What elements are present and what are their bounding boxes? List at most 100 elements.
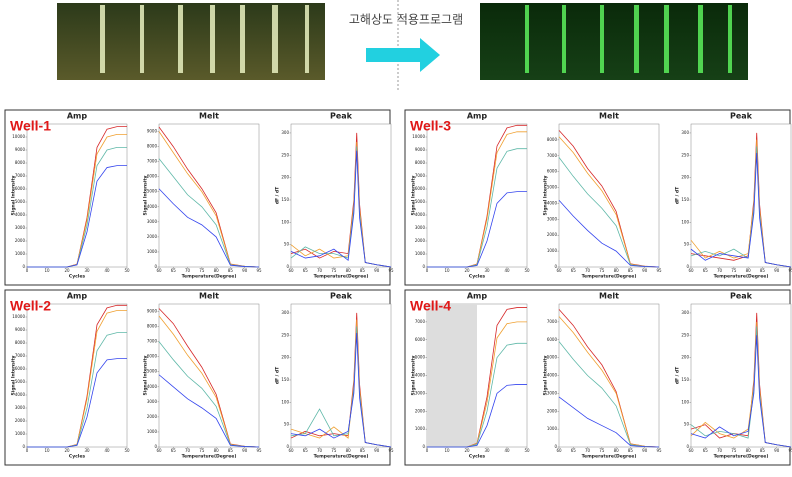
y-tick-label: 9000 [415,147,426,152]
x-tick-label: 95 [656,448,662,453]
x-tick-label: 65 [303,268,309,273]
y-tick-label: 6000 [147,174,158,179]
chart-title: Peak [330,112,353,121]
x-tick-label: 95 [788,448,792,453]
y-tick-label: 6000 [147,354,158,359]
x-tick-label: 0 [26,268,29,273]
y-axis-label: Signal Intensity [143,355,149,395]
well-label: Well-2 [10,298,51,314]
y-tick-label: 5000 [547,355,558,360]
y-tick-label: 6000 [547,337,558,342]
x-tick-label: 80 [214,448,220,453]
x-tick-label: 75 [199,448,205,453]
caption: 고해상도 적용프로그램 [349,13,463,27]
y-tick-label: 7000 [415,319,426,324]
y-tick-label: 50 [684,422,690,427]
y-axis-label: Signal Intensity [411,175,417,215]
x-tick-label: 80 [346,448,352,453]
y-tick-label: 9000 [147,309,158,314]
y-tick-label: 8000 [547,137,558,142]
y-tick-label: 4000 [147,204,158,209]
y-tick-label: 4000 [547,373,558,378]
y-tick-label: 300 [281,130,289,135]
x-axis-label: Temperature(Degree) [714,454,769,460]
x-axis-label: Cycles [469,454,485,460]
curve [690,153,792,268]
x-tick-label: 30 [84,268,90,273]
x-tick-label: 95 [788,268,792,273]
x-tick-label: 90 [242,448,248,453]
plot-area [290,123,392,268]
y-tick-label: 250 [681,152,689,157]
y-tick-label: 150 [681,197,689,202]
y-tick-label: 10000 [12,134,25,139]
y-tick-label: 0 [422,264,425,269]
x-tick-label: 80 [746,268,752,273]
y-tick-label: 300 [681,310,689,315]
x-tick-label: 10 [44,268,50,273]
y-tick-label: 4000 [415,212,426,217]
chart-title: Peak [730,112,753,121]
y-tick-label: 8000 [147,324,158,329]
x-axis-label: Temperature(Degree) [314,274,369,280]
y-tick-label: 2000 [147,414,158,419]
curve [558,396,660,448]
curve [158,374,260,448]
x-tick-label: 50 [124,448,130,453]
x-tick-label: 40 [504,268,510,273]
arrow [366,38,440,72]
x-tick-label: 80 [614,268,620,273]
y-tick-label: 250 [281,152,289,157]
y-tick-label: 7000 [15,353,26,358]
y-tick-label: 2000 [415,238,426,243]
y-tick-label: 150 [281,197,289,202]
y-tick-label: 5000 [15,199,26,204]
x-tick-label: 60 [288,268,294,273]
x-tick-label: 75 [331,268,337,273]
y-tick-label: 6000 [15,186,26,191]
plot-area [558,123,660,268]
y-tick-label: 6000 [547,169,558,174]
curve [427,191,527,268]
y-axis-label: dF / dT [675,366,681,384]
x-axis-label: Cycles [69,274,85,280]
x-tick-label: 60 [156,448,162,453]
y-tick-label: 200 [681,355,689,360]
x-tick-label: 70 [185,268,191,273]
y-tick-label: 5000 [415,355,426,360]
x-axis-label: Cycles [69,454,85,460]
y-tick-label: 50 [284,422,290,427]
y-tick-label: 4000 [15,392,26,397]
x-tick-label: 75 [599,448,605,453]
y-tick-label: 1000 [547,426,558,431]
x-tick-label: 0 [426,268,429,273]
y-tick-label: 50 [684,242,690,247]
x-tick-label: 30 [484,268,490,273]
y-tick-label: 0 [22,264,25,269]
plot-area [558,303,660,448]
y-tick-label: 300 [281,310,289,315]
x-axis-label: Temperature(Degree) [314,454,369,460]
y-tick-label: 250 [681,332,689,337]
well-label: Well-3 [410,118,451,134]
x-tick-label: 70 [585,448,591,453]
plot-area [690,123,792,268]
x-tick-label: 20 [64,448,70,453]
y-tick-label: 0 [554,444,557,449]
y-tick-label: 0 [422,444,425,449]
x-tick-label: 70 [585,268,591,273]
y-tick-label: 50 [284,242,290,247]
y-tick-label: 1000 [147,429,158,434]
y-tick-label: 3000 [547,216,558,221]
x-tick-label: 90 [774,448,780,453]
y-tick-label: 5000 [547,185,558,190]
y-tick-label: 4000 [147,384,158,389]
y-tick-label: 7000 [147,159,158,164]
x-axis-label: Temperature(Degree) [582,274,637,280]
x-tick-label: 95 [256,268,262,273]
plot-area [426,123,528,268]
y-tick-label: 8000 [15,160,26,165]
y-tick-label: 150 [281,377,289,382]
y-tick-label: 0 [686,264,689,269]
plot-area [26,303,128,448]
